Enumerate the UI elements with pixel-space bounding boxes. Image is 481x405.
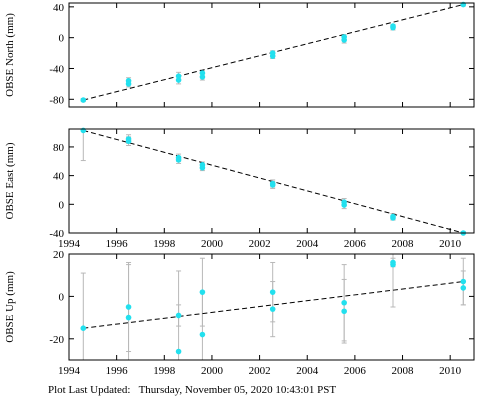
data-point bbox=[269, 306, 276, 312]
data-point bbox=[199, 164, 206, 171]
data-point bbox=[460, 278, 467, 285]
x-tick-label: 2002 bbox=[249, 365, 271, 377]
footer-timestamp: Thursday, November 05, 2020 10:43:01 PST bbox=[138, 384, 337, 396]
data-point bbox=[390, 23, 396, 29]
data-point bbox=[341, 299, 347, 306]
y-tick-label: 40 bbox=[53, 171, 65, 183]
x-tick-label: 2000 bbox=[201, 365, 224, 377]
x-tick-label: 2010 bbox=[439, 365, 462, 377]
data-point bbox=[80, 127, 87, 134]
trend-line bbox=[83, 281, 464, 329]
y-tick-label: 40 bbox=[53, 2, 65, 14]
data-point bbox=[80, 97, 87, 103]
chart-panel-2: 1994 1996 1998 2000 2002 2004 2006 2008 2010 -40 0… bbox=[4, 127, 475, 250]
y-tick-label: -40 bbox=[49, 63, 64, 75]
data-point bbox=[199, 70, 206, 76]
y-axis-label: OBSE North (mm) bbox=[4, 13, 16, 97]
y-tick-label: 0 bbox=[59, 33, 65, 45]
data-point bbox=[175, 312, 182, 319]
data-point bbox=[199, 289, 206, 295]
data-point bbox=[460, 285, 467, 291]
data-point bbox=[175, 348, 182, 355]
x-tick-label: 2010 bbox=[439, 238, 462, 250]
data-point bbox=[390, 215, 396, 221]
y-tick-label: 80 bbox=[53, 142, 65, 154]
data-point bbox=[199, 74, 206, 80]
plot-frame bbox=[68, 253, 475, 361]
data-point bbox=[390, 261, 396, 268]
x-tick-label: 2000 bbox=[201, 238, 224, 250]
data-point bbox=[269, 50, 276, 56]
chart-panel-3: 1994 1996 1998 2000 2002 2004 2006 2008 2010 -20 0… bbox=[4, 249, 475, 377]
footer-label: Plot Last Updated: bbox=[48, 384, 131, 396]
x-tick-label: 2008 bbox=[392, 365, 415, 377]
data-point bbox=[341, 308, 347, 315]
data-point bbox=[175, 73, 182, 79]
plot-updated-footer: Plot Last Updated: Thursday, November 05… bbox=[48, 384, 468, 398]
plot-frame bbox=[68, 128, 475, 234]
y-tick-label: 20 bbox=[53, 249, 65, 261]
x-tick-label: 1996 bbox=[106, 365, 129, 377]
x-tick-label: 2006 bbox=[344, 365, 367, 377]
data-point bbox=[269, 289, 276, 295]
plot-frame bbox=[68, 2, 475, 108]
data-point bbox=[175, 77, 182, 83]
data-point bbox=[80, 325, 87, 332]
data-point bbox=[125, 304, 132, 310]
data-point bbox=[199, 331, 206, 338]
y-axis-label: OBSE East (mm) bbox=[4, 142, 16, 219]
y-tick-label: 0 bbox=[59, 291, 65, 303]
data-point bbox=[125, 78, 132, 84]
x-tick-label: 1994 bbox=[58, 238, 81, 250]
y-tick-label: -20 bbox=[49, 334, 64, 346]
data-point bbox=[125, 136, 132, 142]
y-tick-label: 0 bbox=[59, 199, 65, 211]
x-tick-label: 1994 bbox=[58, 365, 81, 377]
x-tick-label: 2006 bbox=[344, 238, 367, 250]
x-tick-label: 2008 bbox=[392, 238, 415, 250]
x-tick-label: 1996 bbox=[106, 238, 129, 250]
x-tick-label: 1998 bbox=[153, 238, 176, 250]
x-tick-label: 1998 bbox=[153, 365, 176, 377]
data-point bbox=[269, 182, 276, 188]
x-tick-label: 2004 bbox=[296, 238, 319, 250]
y-axis-label: OBSE Up (mm) bbox=[4, 271, 16, 343]
data-point bbox=[175, 157, 182, 163]
x-tick-label: 2002 bbox=[249, 238, 271, 250]
x-tick-label: 2004 bbox=[296, 365, 319, 377]
chart-panel-1: -80 -40 0 40 OBSE North (mm) bbox=[4, 1, 475, 108]
y-tick-label: -80 bbox=[49, 94, 64, 106]
data-point bbox=[125, 314, 132, 321]
data-point bbox=[341, 202, 347, 208]
y-tick-label: -40 bbox=[49, 228, 64, 240]
data-point bbox=[341, 34, 347, 40]
